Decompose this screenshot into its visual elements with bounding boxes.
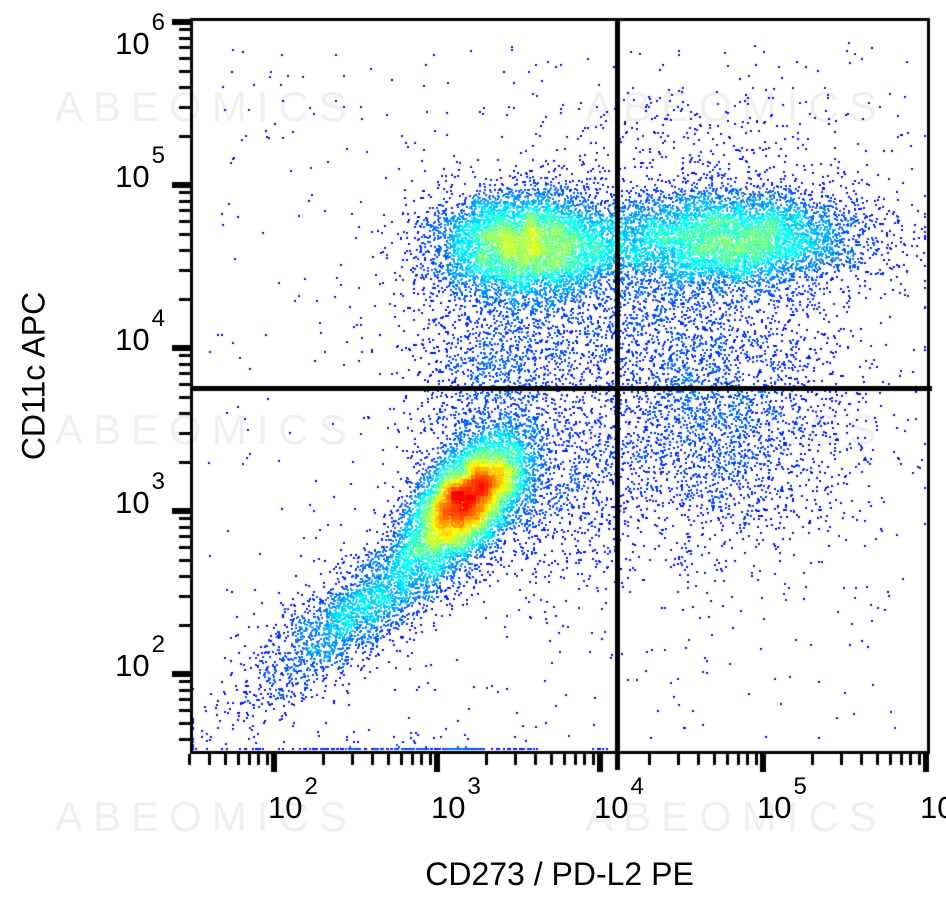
x-axis-title: CD273 / PD-L2 PE: [425, 856, 694, 892]
y-axis-title: CD11c APC: [15, 291, 52, 461]
